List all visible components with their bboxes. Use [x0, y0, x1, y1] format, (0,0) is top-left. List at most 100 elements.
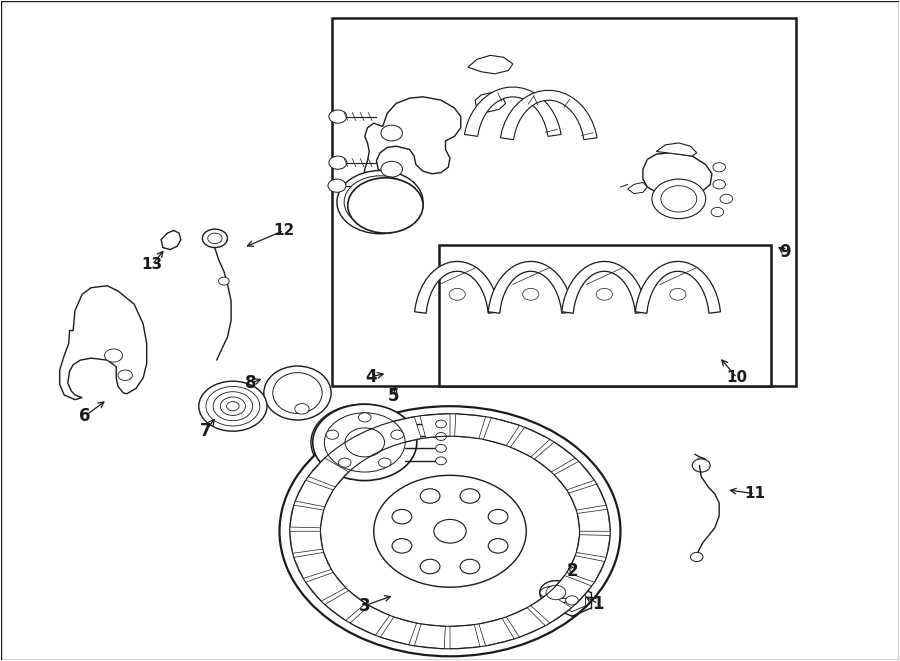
- Polygon shape: [656, 143, 697, 156]
- Circle shape: [312, 405, 417, 481]
- Circle shape: [711, 208, 724, 217]
- Circle shape: [436, 457, 446, 465]
- Polygon shape: [635, 261, 721, 313]
- Circle shape: [661, 186, 697, 212]
- Circle shape: [434, 520, 466, 543]
- Polygon shape: [325, 590, 365, 621]
- Circle shape: [690, 553, 703, 562]
- Bar: [439, 245, 771, 387]
- Circle shape: [713, 163, 725, 172]
- Circle shape: [324, 412, 405, 472]
- Circle shape: [566, 596, 579, 605]
- Text: 7: 7: [200, 422, 212, 440]
- Circle shape: [345, 428, 384, 457]
- Polygon shape: [488, 261, 573, 313]
- Circle shape: [374, 475, 526, 587]
- Polygon shape: [295, 481, 333, 507]
- Text: 13: 13: [141, 257, 163, 272]
- Circle shape: [379, 458, 392, 467]
- Circle shape: [488, 510, 508, 524]
- Circle shape: [337, 171, 423, 234]
- Polygon shape: [475, 93, 506, 112]
- Circle shape: [199, 381, 267, 431]
- Polygon shape: [350, 605, 390, 635]
- Polygon shape: [531, 593, 572, 623]
- Polygon shape: [510, 427, 550, 457]
- Circle shape: [460, 559, 480, 574]
- Polygon shape: [643, 153, 712, 197]
- Circle shape: [420, 488, 440, 503]
- Polygon shape: [386, 416, 421, 444]
- Circle shape: [460, 488, 480, 503]
- Polygon shape: [576, 535, 610, 557]
- Circle shape: [326, 430, 338, 440]
- Ellipse shape: [264, 366, 331, 420]
- Text: 5: 5: [388, 387, 400, 405]
- Circle shape: [338, 458, 351, 467]
- Text: 9: 9: [778, 243, 790, 260]
- Circle shape: [381, 125, 402, 141]
- Polygon shape: [290, 505, 324, 528]
- Circle shape: [720, 194, 733, 204]
- Circle shape: [328, 156, 346, 169]
- Circle shape: [328, 179, 346, 192]
- Circle shape: [295, 404, 309, 414]
- Circle shape: [449, 288, 465, 300]
- Text: 4: 4: [365, 368, 377, 385]
- Polygon shape: [293, 553, 331, 578]
- Polygon shape: [454, 414, 486, 439]
- Circle shape: [219, 277, 230, 285]
- Polygon shape: [59, 286, 147, 400]
- Polygon shape: [414, 624, 446, 648]
- Circle shape: [381, 161, 402, 177]
- Polygon shape: [479, 618, 514, 646]
- Circle shape: [344, 176, 416, 229]
- Circle shape: [596, 288, 612, 300]
- Polygon shape: [627, 182, 647, 194]
- Circle shape: [546, 585, 566, 600]
- Polygon shape: [306, 572, 346, 602]
- Text: 2: 2: [567, 562, 579, 580]
- Polygon shape: [554, 461, 594, 490]
- Circle shape: [392, 539, 412, 553]
- Polygon shape: [420, 414, 450, 438]
- Text: 11: 11: [744, 486, 766, 501]
- Circle shape: [208, 233, 222, 244]
- Polygon shape: [506, 607, 545, 637]
- Circle shape: [325, 414, 400, 470]
- Polygon shape: [364, 97, 461, 187]
- Polygon shape: [483, 418, 519, 446]
- Circle shape: [692, 459, 710, 472]
- Polygon shape: [569, 484, 607, 510]
- Polygon shape: [567, 556, 605, 582]
- Polygon shape: [464, 87, 562, 136]
- Bar: [331, 18, 796, 387]
- Polygon shape: [468, 56, 513, 74]
- Circle shape: [540, 580, 572, 604]
- Circle shape: [436, 432, 446, 440]
- Polygon shape: [290, 531, 323, 553]
- Ellipse shape: [273, 373, 322, 413]
- Polygon shape: [500, 91, 597, 139]
- Circle shape: [488, 539, 508, 553]
- Text: 8: 8: [245, 374, 256, 392]
- Circle shape: [328, 110, 346, 123]
- Polygon shape: [450, 625, 480, 649]
- Circle shape: [358, 412, 371, 422]
- Polygon shape: [577, 509, 610, 531]
- Circle shape: [104, 349, 122, 362]
- Text: 3: 3: [359, 597, 371, 615]
- Text: 6: 6: [79, 407, 91, 425]
- Circle shape: [118, 370, 132, 381]
- Circle shape: [420, 559, 440, 574]
- Polygon shape: [328, 440, 369, 469]
- Text: 12: 12: [274, 223, 294, 238]
- Polygon shape: [562, 261, 647, 313]
- Circle shape: [310, 405, 415, 481]
- Circle shape: [392, 510, 412, 524]
- Circle shape: [713, 180, 725, 189]
- Polygon shape: [535, 442, 575, 472]
- Polygon shape: [552, 576, 592, 605]
- Circle shape: [202, 229, 228, 248]
- Polygon shape: [381, 617, 417, 645]
